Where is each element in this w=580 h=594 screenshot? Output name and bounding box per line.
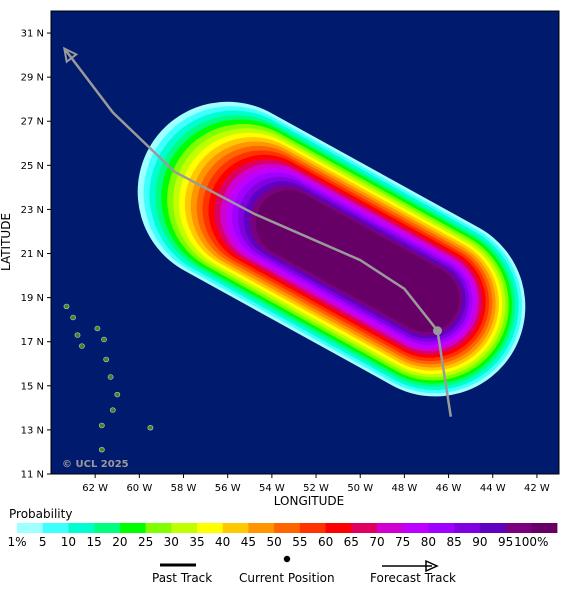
- colorbar-label: 75: [395, 535, 410, 549]
- lat-tick-label: 23 N: [21, 205, 44, 216]
- legend-title: Probability: [9, 507, 73, 521]
- colorbar-swatch: [428, 523, 455, 533]
- track-arrowhead: [62, 46, 79, 64]
- lat-tick-label: 31 N: [21, 29, 44, 40]
- colorbar-label: 50: [266, 535, 281, 549]
- colorbar-label: 95: [498, 535, 513, 549]
- current-position-label: Current Position: [239, 571, 335, 585]
- latitude-ticks: 11 N 13 N 15 N 17 N 19 N 21 N 23 N 25 N 27 N 29 N…: [21, 29, 51, 481]
- plot-frame: [50, 10, 560, 475]
- lon-tick-label: 50 W: [347, 483, 373, 494]
- island: [109, 407, 116, 413]
- probability-swath: [137, 101, 526, 397]
- colorbar-label: 70: [369, 535, 384, 549]
- colorbar-label: 40: [215, 535, 230, 549]
- colorbar-swatch: [119, 523, 146, 533]
- colorbar-swatch: [505, 523, 532, 533]
- lon-tick-label: 42 W: [524, 483, 550, 494]
- forecast-track-label: Forecast Track: [370, 571, 456, 585]
- colorbar-swatch: [94, 523, 121, 533]
- lat-tick-label: 19 N: [21, 293, 44, 304]
- colorbar-swatch: [222, 523, 249, 533]
- island: [101, 336, 107, 343]
- island: [74, 332, 81, 338]
- colorbar-label: 1%: [7, 535, 26, 549]
- island: [70, 314, 76, 321]
- lat-tick-label: 13 N: [21, 425, 44, 436]
- colorbar-swatch: [197, 523, 224, 533]
- colorbar-label: 90: [472, 535, 487, 549]
- longitude-ticks: 62 W 60 W 58 W 56 W 54 W 52 W 50 W 48 W 46 W 44 W…: [82, 474, 550, 494]
- current-position-marker: [433, 326, 442, 336]
- colorbar-label: 85: [446, 535, 461, 549]
- lat-tick-label: 21 N: [21, 249, 44, 260]
- lat-tick-label: 29 N: [21, 73, 44, 84]
- colorbar-swatch: [145, 523, 172, 533]
- probability-colorbar: [17, 523, 558, 533]
- lat-tick-label: 27 N: [21, 117, 44, 128]
- y-axis-title: LATITUDE: [0, 213, 13, 271]
- colorbar-label: 65: [344, 535, 359, 549]
- island: [79, 343, 85, 349]
- colorbar-label: 15: [86, 535, 101, 549]
- lon-tick-label: 44 W: [480, 483, 506, 494]
- storm-track: [63, 47, 453, 417]
- colorbar-label: 5: [39, 535, 47, 549]
- colorbar-label: 35: [189, 535, 204, 549]
- colorbar-swatch: [531, 523, 558, 533]
- colorbar-swatch: [171, 523, 198, 533]
- colorbar-label: 100%: [514, 535, 548, 549]
- colorbar-swatch: [299, 523, 326, 533]
- colorbar-swatch: [68, 523, 95, 533]
- colorbar-swatch: [351, 523, 378, 533]
- colorbar-label: 10: [61, 535, 76, 549]
- current-position-symbol: [283, 555, 291, 563]
- colorbar-swatch: [454, 523, 481, 533]
- lon-tick-label: 60 W: [126, 483, 152, 494]
- colorbar-label: 25: [138, 535, 153, 549]
- island: [94, 325, 101, 332]
- island: [98, 447, 105, 453]
- caribbean-islands: [63, 303, 154, 453]
- colorbar-label: 30: [164, 535, 179, 549]
- lat-tick-label: 15 N: [21, 381, 44, 392]
- colorbar-label: 55: [292, 535, 307, 549]
- colorbar-swatch: [479, 523, 506, 533]
- colorbar-swatch: [248, 523, 275, 533]
- island: [63, 303, 70, 310]
- lon-tick-label: 58 W: [171, 483, 197, 494]
- colorbar-label: 80: [421, 535, 436, 549]
- colorbar-label: 60: [318, 535, 333, 549]
- island: [114, 391, 121, 398]
- lon-tick-label: 52 W: [303, 483, 329, 494]
- colorbar-swatch: [17, 523, 44, 533]
- probability-band: [255, 190, 460, 333]
- colorbar-swatch: [325, 523, 352, 533]
- credit-text: © UCL 2025: [62, 459, 129, 470]
- island: [147, 425, 154, 431]
- colorbar-swatch: [402, 523, 429, 533]
- x-axis-title: LONGITUDE: [274, 494, 344, 508]
- lat-tick-label: 17 N: [21, 337, 44, 348]
- colorbar-label: 45: [241, 535, 256, 549]
- island: [98, 422, 105, 429]
- colorbar-swatch: [274, 523, 301, 533]
- island: [107, 374, 114, 380]
- island: [103, 356, 110, 363]
- colorbar-label: 20: [112, 535, 127, 549]
- forecast-arrow-icon: [425, 559, 439, 573]
- lon-tick-label: 46 W: [436, 483, 462, 494]
- lon-tick-label: 56 W: [215, 483, 241, 494]
- lon-tick-label: 62 W: [82, 483, 108, 494]
- track-key: Past Track Current Position Forecast Tra…: [0, 556, 580, 590]
- past-track-label: Past Track: [152, 571, 213, 585]
- probability-labels: 1% 5 10 15 20 25 30 35 40 45 50 55 60 65 70 75 80 85 90 95 1…: [7, 535, 548, 549]
- lat-tick-label: 25 N: [21, 161, 44, 172]
- lon-tick-label: 48 W: [391, 483, 417, 494]
- colorbar-swatch: [42, 523, 69, 533]
- lon-tick-label: 54 W: [259, 483, 285, 494]
- lat-tick-label: 11 N: [21, 470, 44, 481]
- colorbar-swatch: [377, 523, 404, 533]
